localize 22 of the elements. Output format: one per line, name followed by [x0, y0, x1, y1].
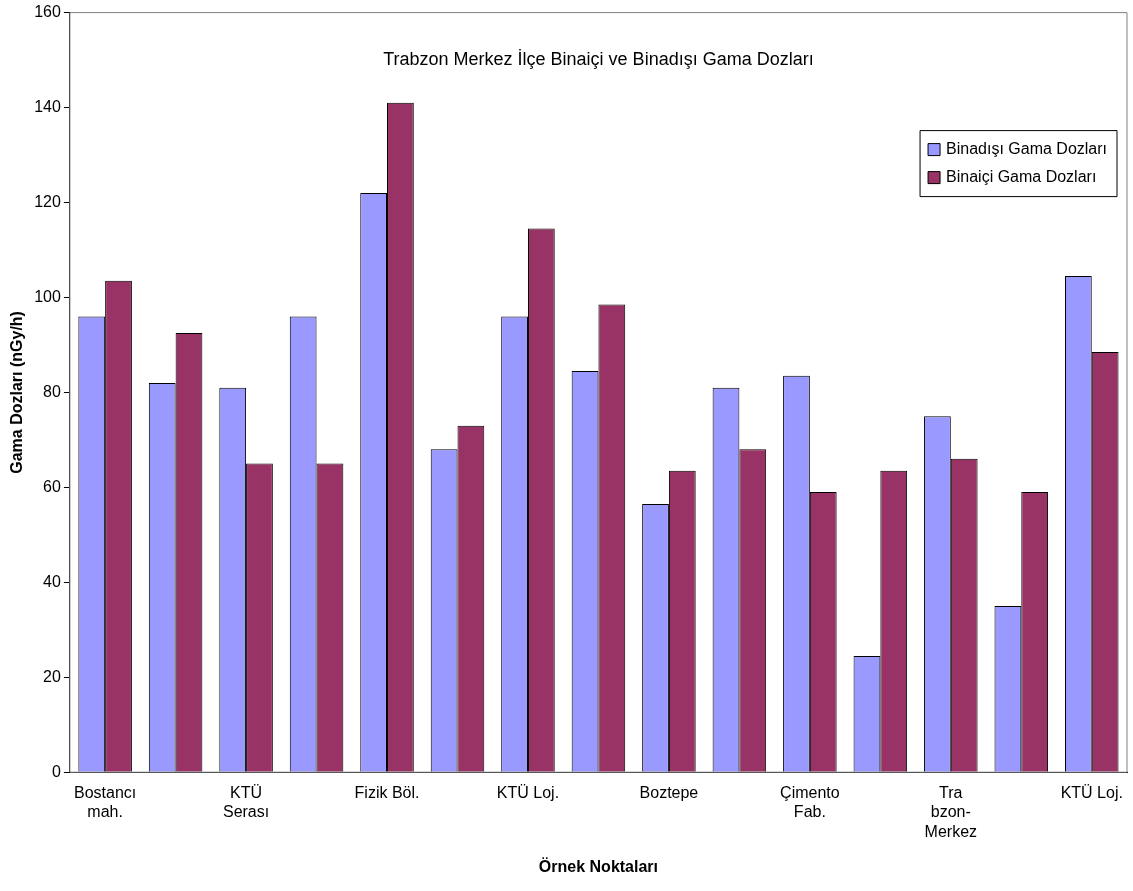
y-tick-label: 60 [43, 477, 61, 495]
x-tick-label: KTÜ Serası [222, 784, 270, 821]
x-tick-label: Tra bzon-Merkez [924, 784, 978, 840]
x-tick-label: Fizik Böl. [354, 784, 420, 802]
y-tick-label: 20 [43, 667, 61, 685]
y-tick-label: 120 [34, 192, 61, 210]
y-tick-label: 100 [34, 287, 61, 305]
legend-label: Binadışı Gama Dozları [946, 140, 1107, 158]
x-tick-label: Bostancı mah. [74, 784, 137, 821]
y-tick-label: 160 [34, 3, 61, 21]
x-axis-title: Örnek Noktaları [538, 856, 659, 875]
x-tick-label: KTÜ Loj. [496, 784, 560, 802]
y-tick-label: 140 [34, 97, 61, 115]
x-tick-label: Boztepe [639, 784, 699, 802]
y-tick-label: 40 [43, 572, 61, 590]
text: Trabzon Merkez İlçe Binaiçi ve Binadışı Gama Dozları [383, 48, 814, 69]
legend-label: Binaiçi Gama Dozları [946, 168, 1097, 186]
y-tick-label: 80 [43, 382, 61, 400]
x-tick-label: Çimento Fab. [780, 784, 840, 821]
x-tick-label: KTÜ Loj. [1060, 784, 1123, 802]
y-tick-label: 0 [51, 762, 61, 780]
y-axis-title: Gama Dozları (nGy/h) [8, 311, 26, 474]
